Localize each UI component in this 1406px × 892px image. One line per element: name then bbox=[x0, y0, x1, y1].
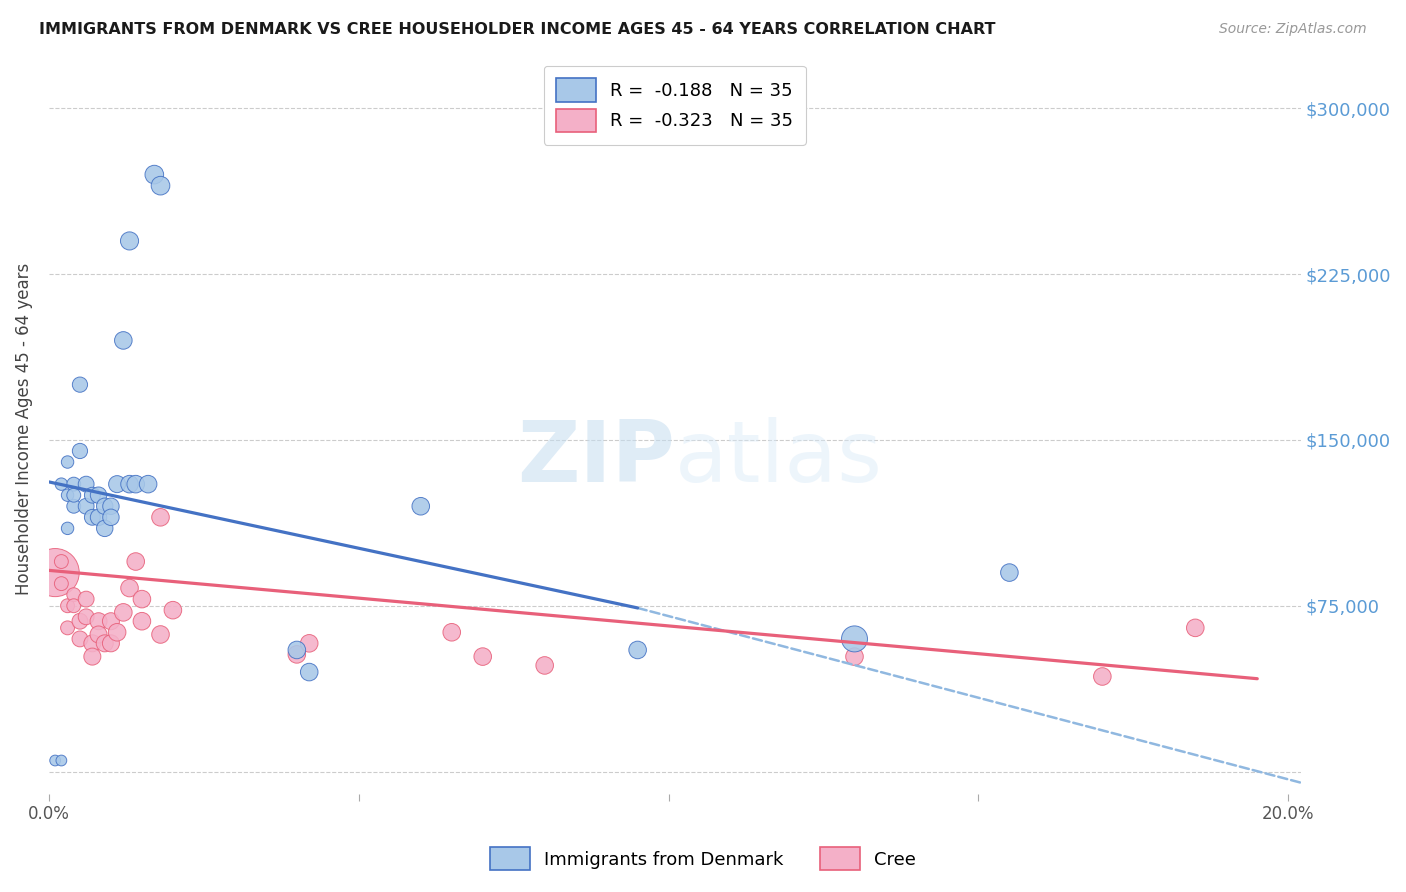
Point bbox=[62, 588, 84, 602]
Point bbox=[62, 477, 84, 491]
Point bbox=[100, 614, 122, 628]
Point bbox=[149, 178, 172, 193]
Point bbox=[69, 614, 91, 628]
Point bbox=[105, 625, 128, 640]
Point bbox=[844, 632, 866, 646]
Point bbox=[440, 625, 463, 640]
Point bbox=[62, 500, 84, 514]
Point bbox=[533, 658, 555, 673]
Point bbox=[87, 510, 110, 524]
Point bbox=[62, 488, 84, 502]
Point bbox=[131, 614, 153, 628]
Y-axis label: Householder Income Ages 45 - 64 years: Householder Income Ages 45 - 64 years bbox=[15, 263, 32, 595]
Point bbox=[285, 648, 308, 662]
Point bbox=[51, 754, 73, 768]
Point bbox=[118, 581, 141, 595]
Point bbox=[51, 477, 73, 491]
Point bbox=[136, 477, 159, 491]
Point bbox=[131, 592, 153, 607]
Point bbox=[56, 621, 79, 635]
Legend: Immigrants from Denmark, Cree: Immigrants from Denmark, Cree bbox=[482, 840, 924, 878]
Point bbox=[149, 510, 172, 524]
Point bbox=[118, 477, 141, 491]
Text: Source: ZipAtlas.com: Source: ZipAtlas.com bbox=[1219, 22, 1367, 37]
Point bbox=[44, 566, 66, 580]
Text: atlas: atlas bbox=[675, 417, 883, 500]
Point bbox=[149, 627, 172, 641]
Point bbox=[87, 614, 110, 628]
Legend: R =  -0.188   N = 35, R =  -0.323   N = 35: R = -0.188 N = 35, R = -0.323 N = 35 bbox=[544, 66, 806, 145]
Point bbox=[75, 592, 97, 607]
Point bbox=[118, 234, 141, 248]
Point bbox=[162, 603, 184, 617]
Point bbox=[93, 500, 115, 514]
Point bbox=[100, 500, 122, 514]
Point bbox=[44, 754, 66, 768]
Point bbox=[627, 643, 650, 657]
Point bbox=[105, 477, 128, 491]
Point bbox=[125, 555, 148, 569]
Point bbox=[56, 599, 79, 613]
Point bbox=[143, 168, 166, 182]
Point bbox=[75, 500, 97, 514]
Point bbox=[75, 477, 97, 491]
Point bbox=[75, 609, 97, 624]
Point bbox=[93, 521, 115, 535]
Point bbox=[56, 488, 79, 502]
Point bbox=[1184, 621, 1206, 635]
Text: IMMIGRANTS FROM DENMARK VS CREE HOUSEHOLDER INCOME AGES 45 - 64 YEARS CORRELATIO: IMMIGRANTS FROM DENMARK VS CREE HOUSEHOL… bbox=[39, 22, 995, 37]
Point bbox=[56, 521, 79, 535]
Point bbox=[844, 649, 866, 664]
Point bbox=[87, 488, 110, 502]
Point bbox=[125, 477, 148, 491]
Point bbox=[998, 566, 1021, 580]
Point bbox=[285, 643, 308, 657]
Point bbox=[51, 555, 73, 569]
Point bbox=[69, 632, 91, 646]
Point bbox=[1091, 669, 1114, 683]
Point bbox=[471, 649, 494, 664]
Point bbox=[87, 627, 110, 641]
Point bbox=[100, 510, 122, 524]
Point bbox=[51, 576, 73, 591]
Point bbox=[298, 636, 321, 650]
Point bbox=[69, 377, 91, 392]
Point bbox=[82, 510, 104, 524]
Point bbox=[409, 500, 432, 514]
Point bbox=[69, 444, 91, 458]
Point bbox=[112, 334, 135, 348]
Point bbox=[93, 636, 115, 650]
Point bbox=[82, 649, 104, 664]
Point bbox=[112, 606, 135, 620]
Point bbox=[56, 455, 79, 469]
Point bbox=[62, 599, 84, 613]
Point bbox=[298, 665, 321, 679]
Point bbox=[100, 636, 122, 650]
Point bbox=[82, 488, 104, 502]
Point bbox=[82, 636, 104, 650]
Text: ZIP: ZIP bbox=[517, 417, 675, 500]
